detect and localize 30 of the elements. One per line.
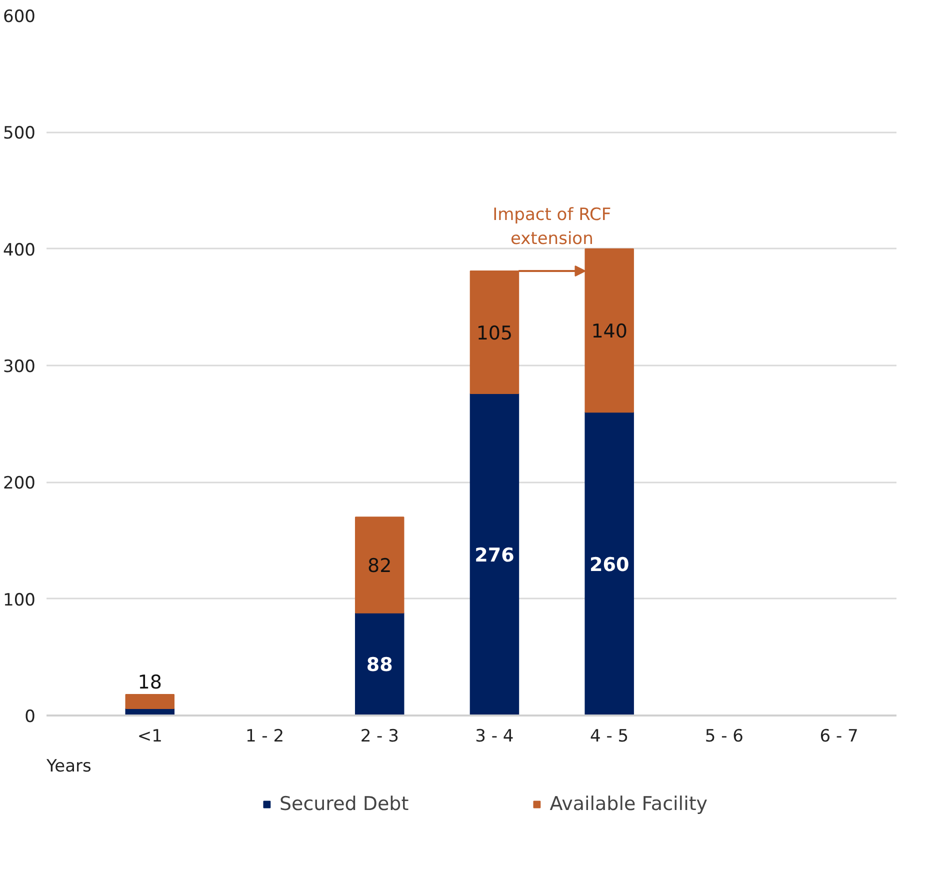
y-tick-label: 600 — [3, 7, 36, 27]
data-label: 105 — [476, 322, 513, 344]
annotation: Impact of RCF extension — [492, 205, 612, 249]
legend-label: Secured Debt — [279, 792, 409, 814]
y-tick-label: 500 — [3, 124, 36, 144]
y-tick-label: 300 — [3, 357, 36, 377]
data-label: 140 — [591, 320, 628, 342]
data-label: 260 — [590, 554, 630, 576]
bar — [125, 694, 174, 709]
data-label: 276 — [474, 544, 514, 566]
x-axis-title: Years — [46, 756, 92, 776]
y-tick-label: 200 — [3, 474, 36, 494]
x-tick-label: 3 - 4 — [475, 726, 514, 746]
bar — [354, 612, 404, 716]
x-tick-label: <1 — [137, 726, 162, 746]
legend-label: Available Facility — [550, 792, 708, 814]
total-label: 18 — [138, 672, 162, 694]
bar — [470, 393, 520, 716]
bar — [584, 412, 634, 716]
y-tick-label: 100 — [3, 590, 36, 610]
x-tick-label: 5 - 6 — [704, 726, 744, 746]
x-tick-label: 4 - 5 — [590, 726, 629, 746]
x-tick-label: 2 - 3 — [360, 726, 399, 746]
x-tick-label: 6 - 7 — [820, 726, 858, 746]
data-label: 82 — [368, 555, 392, 577]
bar — [354, 516, 404, 614]
data-label: 88 — [366, 654, 393, 676]
x-tick-label: 1 - 2 — [245, 726, 284, 746]
y-tick-label: 400 — [3, 240, 36, 260]
y-tick-label: 0 — [24, 707, 36, 727]
